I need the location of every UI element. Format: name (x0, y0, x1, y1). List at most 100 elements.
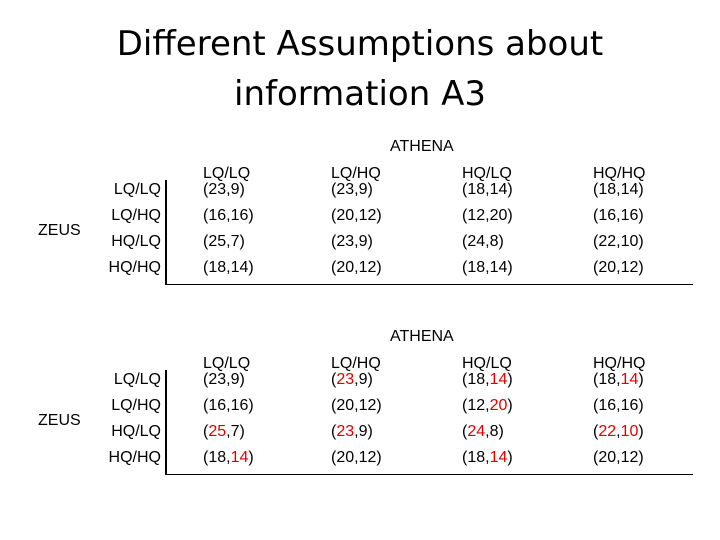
highlighted-value: 23 (336, 423, 355, 440)
cell-text: 18 (467, 181, 486, 198)
cell-text: ( (331, 259, 337, 276)
cell-text: ) (376, 207, 382, 224)
cell-text: 12 (358, 397, 377, 414)
title: Different Assumptions about (116, 24, 604, 64)
cell-text: ) (638, 397, 644, 414)
cell: (18,14) (203, 448, 254, 468)
cell-text: 14 (489, 259, 508, 276)
cell-text: ) (507, 259, 513, 276)
cell-text: , (226, 259, 231, 276)
cell: (18,14) (462, 370, 513, 390)
cell-text: 9 (358, 181, 368, 198)
cell-text: , (616, 371, 621, 388)
cell-text: 7 (230, 233, 240, 250)
cell: (24,8) (462, 232, 504, 252)
cell-text: , (485, 181, 490, 198)
cell-text: 7 (230, 423, 240, 440)
cell-text: 9 (358, 371, 368, 388)
cell-text: 20 (336, 259, 355, 276)
highlighted-value: 14 (230, 449, 249, 466)
cell: (16,16) (593, 396, 644, 416)
cell-text: , (226, 423, 231, 440)
cell-text: ( (203, 181, 209, 198)
cell-text: ( (462, 207, 468, 224)
cell: (18,14) (593, 180, 644, 200)
highlighted-value: 25 (208, 423, 227, 440)
cell-text: 14 (489, 181, 508, 198)
row-header: LQ/HQ (111, 207, 161, 224)
cell: (23,9) (331, 232, 373, 252)
cell-text: , (354, 207, 359, 224)
row-header: HQ/HQ (108, 259, 161, 276)
highlighted-value: 10 (620, 423, 639, 440)
cell-text: 18 (467, 371, 486, 388)
cell: (12,20) (462, 396, 513, 416)
cell: (18,14) (462, 258, 513, 278)
cell-text: ) (367, 181, 373, 198)
cell-text: ) (507, 371, 513, 388)
row-header: LQ/LQ (113, 371, 161, 388)
cell: (18,14) (203, 258, 254, 278)
column-group: ATHENA (390, 328, 454, 345)
cell-text: , (354, 423, 359, 440)
cell-text: 14 (230, 259, 249, 276)
cell-text: ) (638, 371, 644, 388)
cell-text: , (354, 233, 359, 250)
cell: (20,12) (331, 206, 382, 226)
cell-text: , (226, 371, 231, 388)
cell-text: 23 (336, 233, 355, 250)
cell: (18,14) (462, 180, 513, 200)
cell-text: , (616, 423, 621, 440)
cell-text: , (485, 233, 490, 250)
cell-text: 12 (467, 207, 486, 224)
cell: (22,10) (593, 232, 644, 252)
highlighted-value: 20 (489, 397, 508, 414)
cell-text: ) (239, 181, 245, 198)
cell-text: ( (331, 371, 337, 388)
cell: (25,7) (203, 232, 245, 252)
table-border (165, 370, 167, 475)
cell: (20,12) (593, 448, 644, 468)
cell: (20,12) (331, 258, 382, 278)
cell-text: 12 (358, 207, 377, 224)
cell: (25,7) (203, 422, 245, 442)
cell-text: 18 (598, 371, 617, 388)
cell: (23,9) (331, 422, 373, 442)
cell-text: , (354, 449, 359, 466)
cell-text: ) (248, 449, 254, 466)
cell: (23,9) (331, 180, 373, 200)
cell-text: , (485, 423, 490, 440)
cell-text: ) (239, 371, 245, 388)
cell-text: , (226, 207, 231, 224)
cell-text: 18 (598, 181, 617, 198)
cell-text: 24 (467, 233, 486, 250)
cell-text: , (354, 181, 359, 198)
cell: (23,9) (203, 180, 245, 200)
cell-text: 8 (489, 233, 499, 250)
cell-text: ( (462, 181, 468, 198)
cell-text: ) (507, 181, 513, 198)
row-group: ZEUS (38, 222, 81, 239)
cell: (23,9) (331, 370, 373, 390)
cell-text: 20 (336, 207, 355, 224)
cell: (16,16) (203, 206, 254, 226)
cell: (16,16) (203, 396, 254, 416)
row-header: HQ/LQ (111, 233, 161, 250)
cell-text: , (485, 207, 490, 224)
cell-text: ( (203, 233, 209, 250)
cell: (20,12) (593, 258, 644, 278)
cell-text: ( (203, 423, 209, 440)
cell-text: ) (498, 423, 504, 440)
cell-text: , (616, 259, 621, 276)
cell-text: 22 (598, 233, 617, 250)
column-header: LQ/LQ (203, 355, 251, 372)
table-border (165, 474, 693, 475)
title: information A3 (234, 74, 486, 114)
cell-text: 12 (358, 449, 377, 466)
cell-text: ( (331, 397, 337, 414)
cell-text: 16 (598, 397, 617, 414)
cell-text: 20 (598, 259, 617, 276)
cell-text: 18 (467, 259, 486, 276)
cell-text: ( (331, 233, 337, 250)
